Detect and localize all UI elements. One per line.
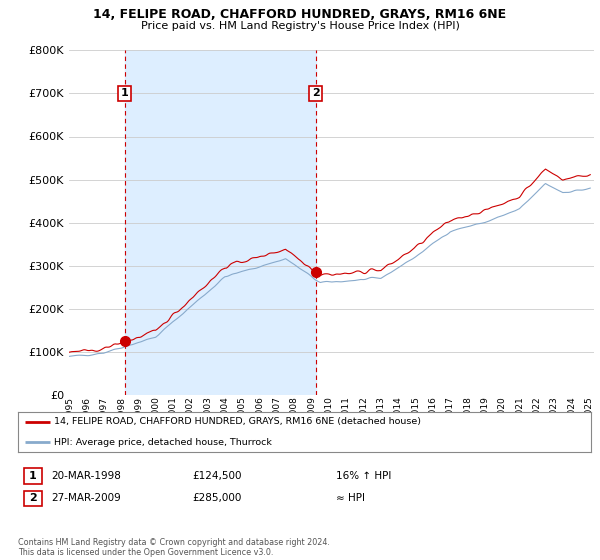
Text: 14, FELIPE ROAD, CHAFFORD HUNDRED, GRAYS, RM16 6NE (detached house): 14, FELIPE ROAD, CHAFFORD HUNDRED, GRAYS…: [53, 417, 421, 426]
Bar: [125, 50, 316, 395]
Text: HPI: Average price, detached house, Thurrock: HPI: Average price, detached house, Thur…: [53, 438, 271, 447]
Text: ≈ HPI: ≈ HPI: [336, 493, 365, 503]
Text: 16% ↑ HPI: 16% ↑ HPI: [336, 471, 391, 481]
Text: 2: 2: [311, 88, 319, 99]
Text: Contains HM Land Registry data © Crown copyright and database right 2024.
This d: Contains HM Land Registry data © Crown c…: [18, 538, 330, 557]
Text: 1: 1: [29, 471, 37, 481]
Text: Price paid vs. HM Land Registry's House Price Index (HPI): Price paid vs. HM Land Registry's House …: [140, 21, 460, 31]
Text: 1: 1: [121, 88, 128, 99]
Text: 2: 2: [29, 493, 37, 503]
Text: 27-MAR-2009: 27-MAR-2009: [51, 493, 121, 503]
Text: £285,000: £285,000: [192, 493, 241, 503]
Text: £124,500: £124,500: [192, 471, 241, 481]
Text: 14, FELIPE ROAD, CHAFFORD HUNDRED, GRAYS, RM16 6NE: 14, FELIPE ROAD, CHAFFORD HUNDRED, GRAYS…: [94, 8, 506, 21]
Text: 20-MAR-1998: 20-MAR-1998: [51, 471, 121, 481]
